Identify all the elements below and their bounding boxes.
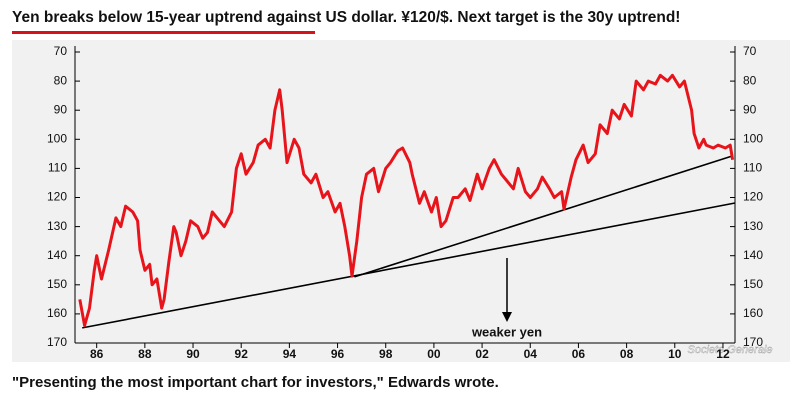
y-tick-label: 150: [47, 277, 67, 291]
x-tick-label: 94: [283, 347, 297, 361]
y2-tick-label: 140: [743, 248, 763, 262]
y2-tick-label: 90: [743, 102, 757, 116]
x-tick-label: 96: [331, 347, 345, 361]
y-tick-label: 100: [47, 131, 67, 145]
chart-title: Yen breaks below 15-year uptrend against…: [12, 9, 680, 26]
y2-tick-label: 100: [743, 131, 763, 145]
x-tick-label: 06: [572, 347, 586, 361]
y-tick-label: 170: [47, 335, 67, 349]
x-tick-label: 88: [138, 347, 152, 361]
trendline: [82, 202, 736, 329]
y-tick-label: 140: [47, 248, 67, 262]
chart-background: [12, 40, 790, 362]
annotation-arrowhead: [502, 312, 512, 322]
source-watermark: Societe Generale: [688, 344, 773, 356]
annotation: weaker yen: [471, 324, 542, 339]
y-tick-label: 70: [54, 44, 68, 58]
x-tick-label: 98: [379, 347, 393, 361]
y-tick-label: 120: [47, 190, 67, 204]
y-tick-label: 130: [47, 219, 67, 233]
y2-tick-label: 80: [743, 73, 757, 87]
series-line: [78, 73, 735, 327]
title-underline: [12, 31, 315, 34]
trendline: [354, 155, 733, 278]
y2-tick-label: 160: [743, 306, 763, 320]
y2-tick-label: 110: [743, 161, 762, 175]
y2-tick-label: 170: [743, 335, 763, 349]
x-tick-label: 92: [235, 347, 249, 361]
y2-tick-label: 120: [743, 190, 763, 204]
y2-tick-label: 130: [743, 219, 763, 233]
x-tick-label: 12: [716, 347, 730, 361]
y-tick-label: 110: [48, 161, 67, 175]
x-tick-label: 02: [475, 347, 489, 361]
x-tick-label: 86: [90, 347, 104, 361]
x-tick-label: 04: [524, 347, 538, 361]
y-tick-label: 90: [54, 102, 68, 116]
y2-tick-label: 70: [743, 44, 757, 58]
x-tick-label: 00: [427, 347, 441, 361]
x-tick-label: 90: [186, 347, 200, 361]
y2-tick-label: 150: [743, 277, 763, 291]
y-tick-label: 80: [54, 73, 68, 87]
caption: "Presenting the most important chart for…: [12, 374, 499, 391]
y-tick-label: 160: [47, 306, 67, 320]
x-tick-label: 10: [668, 347, 682, 361]
x-tick-label: 08: [620, 347, 634, 361]
